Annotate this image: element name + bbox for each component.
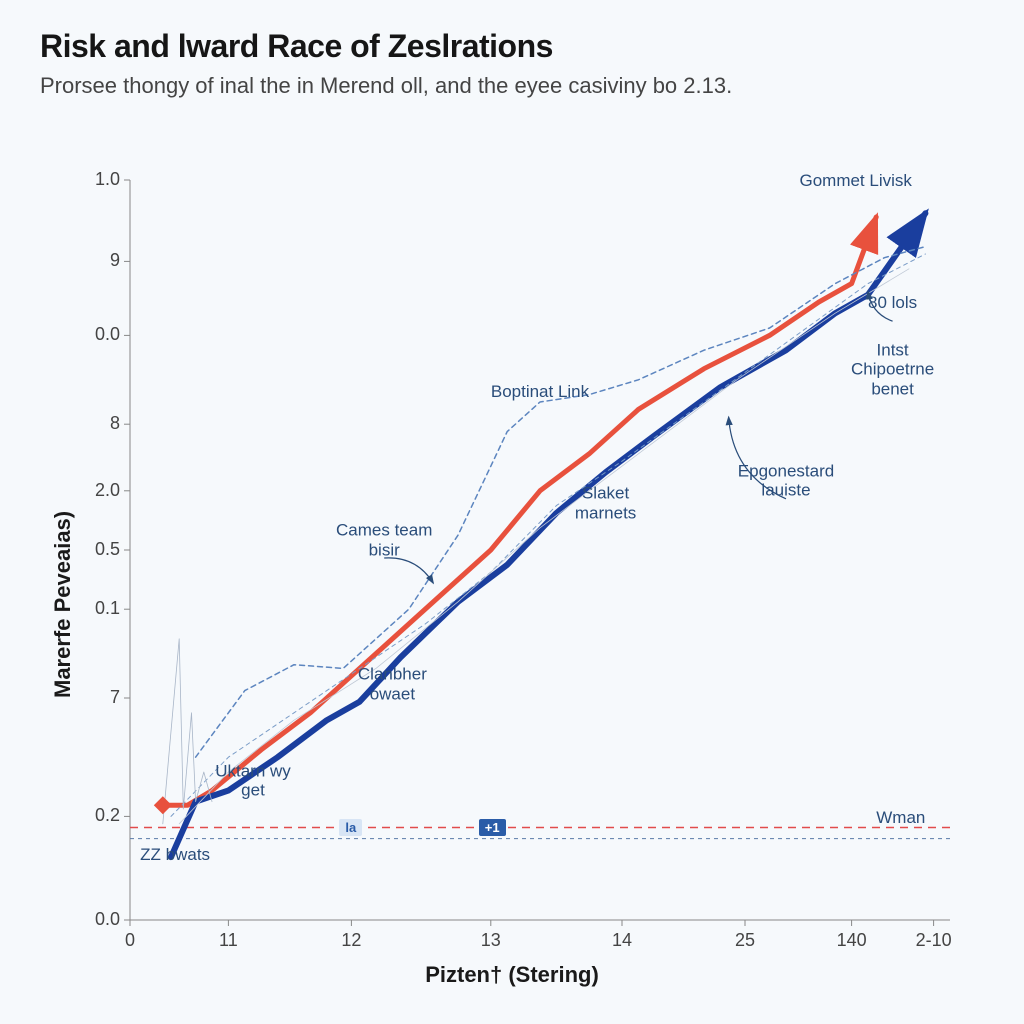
series-gray_thin2: [179, 269, 909, 824]
series-red_main: [163, 217, 876, 805]
chart-container: 0.00.270.10.52.080.091.0011121314251402-…: [40, 170, 984, 990]
series-blue_dashed_upper: [196, 247, 926, 758]
page-subtitle: Prorsee thongy of inal the in Merend oll…: [40, 71, 800, 101]
line-chart: [40, 170, 984, 990]
series-blue_main: [171, 213, 925, 857]
marker: [154, 796, 172, 814]
page-title: Risk and lward Race of Zeslrations: [40, 28, 984, 65]
